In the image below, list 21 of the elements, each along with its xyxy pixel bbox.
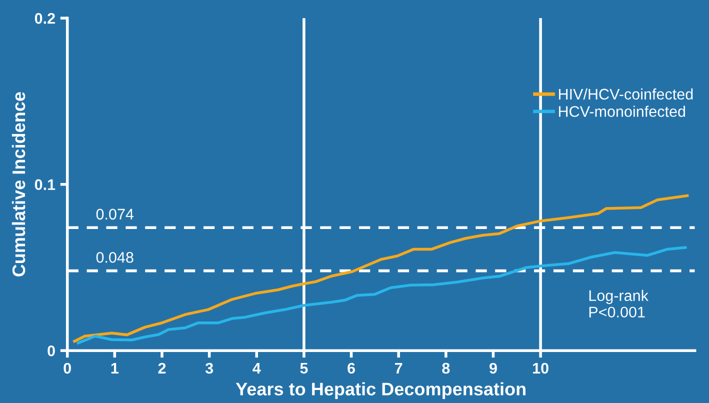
y-tick-label: 0 [48,345,55,356]
x-axis-title: Years to Hepatic Decompensation [236,382,526,400]
ref-line-label: 0.074 [96,208,134,220]
y-tick-label: 0.2 [34,13,55,24]
x-tick-label: 1 [111,362,118,374]
x-tick-label: 4 [252,362,261,374]
x-tick-label: 0 [64,362,71,374]
x-tick-label: 3 [205,362,214,374]
x-tick-label: 5 [300,362,308,374]
legend-label: HCV-monoinfected [559,106,686,117]
x-tick-label: 2 [158,362,166,374]
ref-line-label: 0.048 [96,252,134,263]
x-tick-label: 10 [533,362,548,374]
annotation: Log-rank P<0.001 [589,290,648,318]
y-axis-title: Cumulative Incidence [12,92,26,276]
y-tick-label: 0.1 [34,179,56,190]
x-tick-label: 7 [395,362,402,374]
x-tick-label: 9 [490,362,497,374]
x-tick-label: 8 [442,362,450,374]
legend-label: HIV/HCV-coinfected [559,88,693,100]
x-tick-label: 6 [348,362,355,374]
